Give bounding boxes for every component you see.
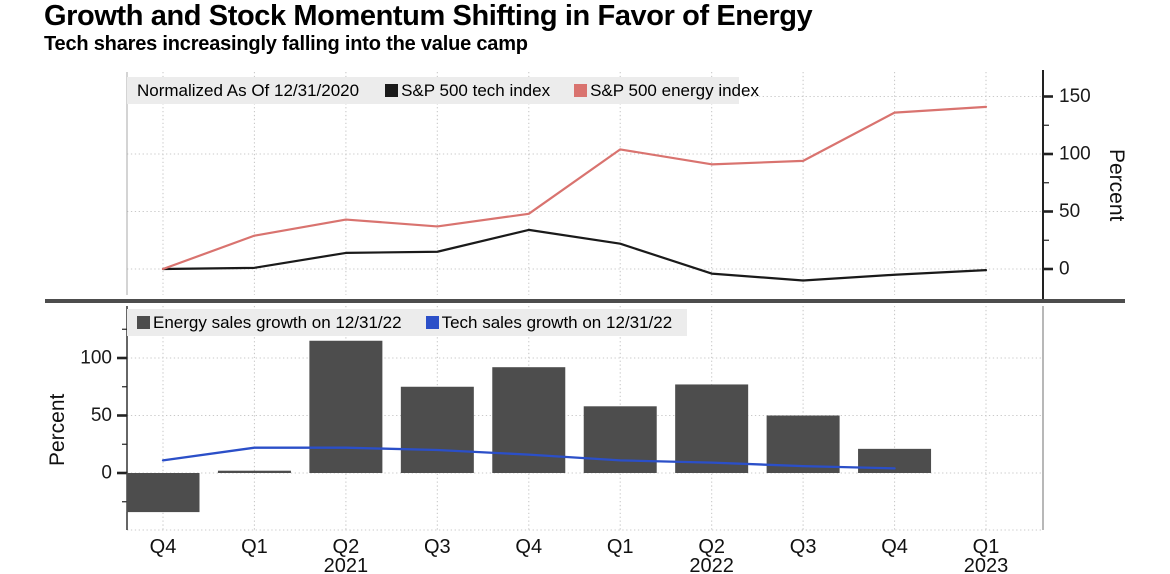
x-tick-label: Q3 (790, 536, 817, 558)
legend-item-energy-sales: Energy sales growth on 12/31/22 (137, 313, 402, 333)
legend-item-tech-sales: Tech sales growth on 12/31/22 (425, 312, 673, 333)
x-tick-label: Q4 (881, 536, 908, 558)
y-tick-label: 50 (1059, 201, 1080, 222)
energy-sales-swatch (137, 316, 150, 329)
y-tick-label: 150 (1059, 86, 1091, 107)
y-tick-label: 0 (101, 463, 112, 484)
legend-label: Energy sales growth on 12/31/22 (153, 312, 402, 332)
tech-sales-swatch (425, 316, 439, 329)
bottom-chart-plot: 0 50 100 Q4 Q1 Q2 Q3 Q4 Q1 Q2 Q3 Q4 Q1 2021 2022 2023 (80, 306, 1044, 574)
x-tick-label: Q1 (241, 536, 268, 558)
x-tick-label: Q1 (973, 536, 1000, 558)
legend-item-energy-index: S&P 500 energy index (574, 81, 759, 101)
x-tick-label: Q3 (424, 536, 451, 558)
x-tick-label: Q4 (150, 536, 177, 558)
tech-index-line (161, 228, 988, 282)
top-legend: Normalized As Of 12/31/2020 S&P 500 tech… (127, 77, 759, 104)
energy-index-swatch (574, 84, 588, 97)
bottom-y-axis-label: Percent (46, 393, 69, 467)
legend-label: S&P 500 energy index (590, 80, 759, 100)
legend-item-tech-index: S&P 500 tech index (385, 81, 550, 101)
energy-sales-bar (126, 473, 200, 513)
energy-index-line (161, 105, 988, 271)
chart-title: Growth and Stock Momentum Shifting in Fa… (44, 0, 813, 32)
chart-subtitle: Tech shares increasingly falling into th… (44, 33, 528, 55)
energy-sales-bar (583, 406, 657, 473)
energy-sales-bar (400, 386, 474, 473)
energy-sales-bar (675, 384, 749, 473)
x-year-label: 2022 (689, 555, 734, 574)
legend-label: Tech sales growth on 12/31/22 (441, 312, 673, 332)
bottom-legend: Energy sales growth on 12/31/22 Tech sal… (127, 309, 687, 336)
top-y-axis-label: Percent (1105, 148, 1128, 222)
x-tick-label: Q4 (515, 536, 542, 558)
energy-sales-bar (309, 340, 383, 473)
energy-sales-bar (766, 415, 840, 473)
legend-label: S&P 500 tech index (401, 80, 551, 100)
x-year-label: 2021 (324, 555, 369, 574)
y-tick-label: 100 (1059, 144, 1091, 165)
x-tick-label: Q2 (698, 536, 725, 558)
x-year-label: 2023 (964, 555, 1009, 574)
x-tick-label: Q2 (333, 536, 360, 558)
panel-divider (45, 299, 1125, 303)
legend-note: Normalized As Of 12/31/2020 (137, 80, 360, 100)
tech-sales-line (161, 446, 896, 470)
energy-sales-bar (217, 470, 291, 473)
tech-index-swatch (385, 84, 399, 97)
y-tick-label: 100 (80, 348, 112, 369)
x-tick-label: Q1 (607, 536, 634, 558)
y-tick-label: 0 (1059, 259, 1070, 280)
y-tick-label: 50 (91, 405, 112, 426)
